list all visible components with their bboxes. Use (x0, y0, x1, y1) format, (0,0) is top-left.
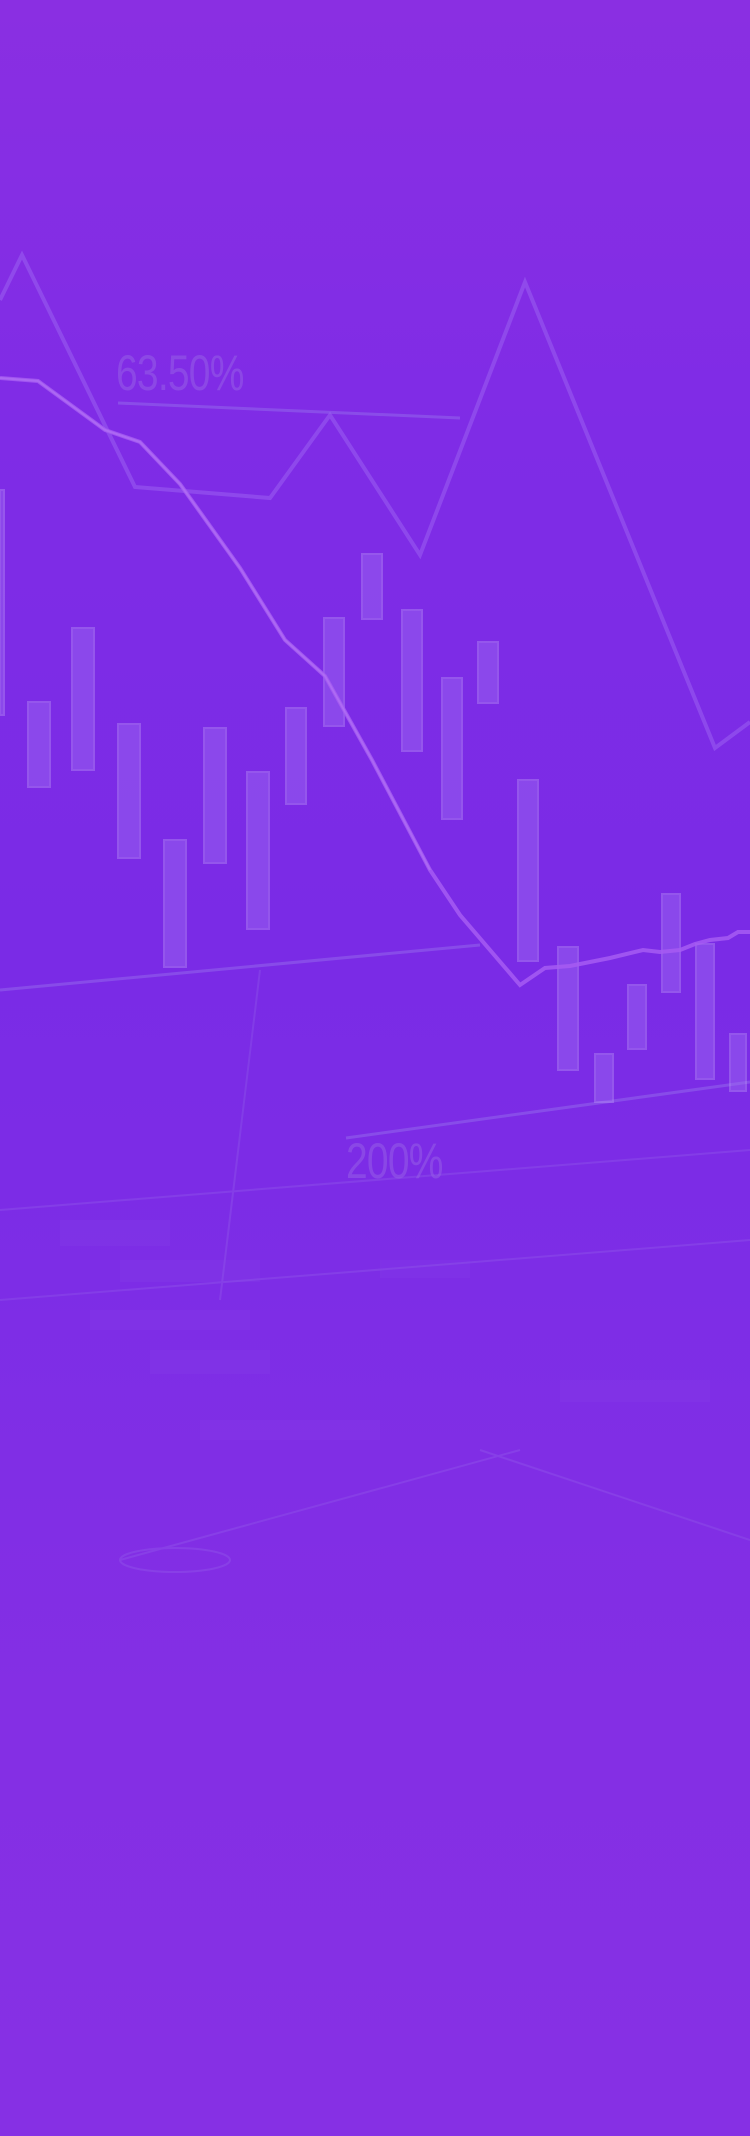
percentage-label-bottom: 200% (346, 1133, 443, 1189)
jagged-line-series (0, 250, 750, 752)
percentage-label-top: 63.50% (116, 345, 244, 401)
candle-bars (0, 489, 747, 1103)
reference-lines (0, 401, 750, 1140)
trend-line-tail (0, 377, 431, 871)
trend-line-series (0, 376, 750, 988)
floor-blocks (60, 1220, 710, 1440)
floor-grid (0, 969, 750, 1573)
